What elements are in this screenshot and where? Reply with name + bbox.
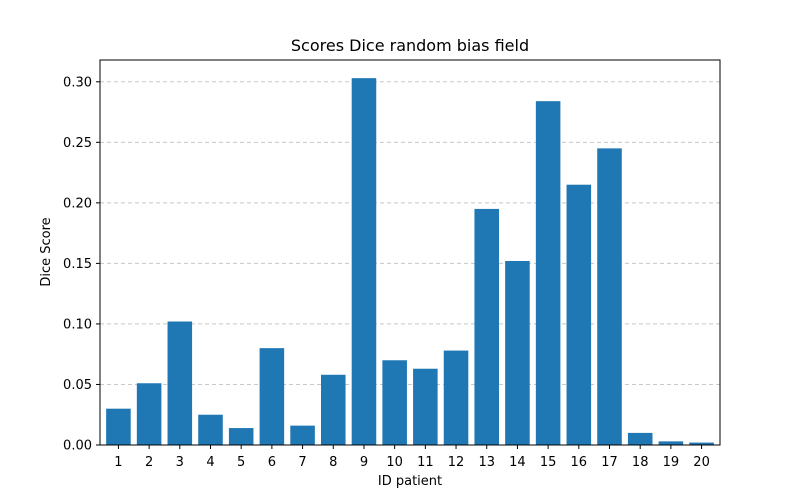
bar-20	[689, 442, 714, 445]
y-tick-label: 0.05	[63, 378, 92, 393]
bar-14	[505, 260, 530, 445]
bar-19	[658, 441, 684, 445]
chart-title: Scores Dice random bias field	[291, 36, 529, 55]
bar-17	[597, 148, 622, 446]
x-tick-label: 12	[448, 455, 465, 470]
bars	[106, 78, 714, 446]
bar-6	[259, 348, 285, 445]
y-tick-label: 0.25	[63, 136, 92, 151]
gridlines	[100, 81, 720, 385]
x-tick-label: 1	[114, 455, 122, 470]
y-tick-label: 0.20	[63, 196, 92, 211]
x-tick-label: 10	[386, 455, 403, 470]
x-tick-label: 3	[176, 455, 184, 470]
bar-2	[136, 383, 162, 445]
bar-15	[535, 101, 561, 446]
plot-frame	[99, 59, 721, 446]
y-tick-label: 0.10	[63, 317, 92, 332]
x-tick-label: 5	[237, 455, 245, 470]
x-tick-label: 20	[693, 455, 710, 470]
bar-7	[290, 425, 315, 445]
bar-18	[627, 432, 653, 445]
x-tick-label: 18	[632, 455, 649, 470]
bar-12	[443, 350, 469, 445]
bar-13	[474, 208, 500, 445]
x-tick-label: 17	[601, 455, 618, 470]
x-axis-label: ID patient	[378, 474, 442, 489]
x-tick-label: 14	[509, 455, 526, 470]
bar-11	[413, 368, 438, 445]
x-tick-label: 16	[571, 455, 588, 470]
x-tick-label: 11	[417, 455, 434, 470]
x-tick-label: 4	[206, 455, 214, 470]
y-ticks: 0.00 0.05 0.10 0.15 0.20 0.25 0.30	[63, 75, 100, 454]
y-tick-label: 0.30	[63, 75, 92, 90]
bar-8	[320, 374, 346, 445]
bar-10	[382, 360, 407, 445]
x-tick-label: 15	[540, 455, 557, 470]
x-tick-label: 2	[145, 455, 153, 470]
x-tick-label: 9	[360, 455, 368, 470]
y-axis-label: Dice Score	[39, 217, 54, 286]
bar-1	[106, 408, 131, 445]
bar-9	[351, 78, 377, 446]
bar-3	[167, 321, 193, 445]
y-tick-label: 0.15	[63, 257, 92, 272]
bar-16	[566, 184, 592, 445]
x-tick-label: 8	[329, 455, 337, 470]
y-tick-label: 0.00	[63, 439, 92, 454]
x-tick-label: 13	[478, 455, 495, 470]
bar-5	[228, 428, 254, 445]
x-tick-label: 7	[298, 455, 306, 470]
x-ticks: 1 2 3 4 5 6 7 8 9 10 11 12 13 14 15 16 17 18 19 20	[114, 445, 710, 470]
bar-4	[198, 414, 223, 445]
x-tick-label: 19	[663, 455, 680, 470]
x-tick-label: 6	[268, 455, 276, 470]
